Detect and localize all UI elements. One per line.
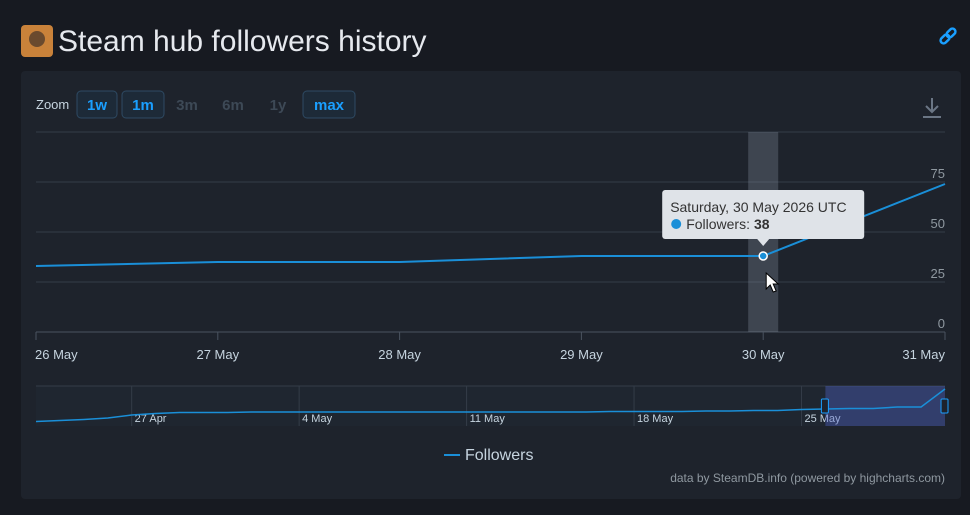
hover-point [758, 251, 768, 261]
zoom-button-label[interactable]: 1w [87, 97, 107, 114]
cursor [765, 271, 780, 293]
navigator-label: 18 May [637, 413, 674, 425]
zoom-button[interactable] [76, 90, 118, 119]
zoom-button-label[interactable]: 1y [270, 97, 287, 114]
navigator-label: 25 May [804, 413, 841, 425]
series-line [35, 183, 946, 267]
zoom-button[interactable] [302, 90, 356, 119]
x-tick-label: 30 May [742, 347, 785, 362]
zoom-label: Zoom [36, 97, 69, 112]
zoom-button[interactable] [121, 90, 165, 119]
tooltip-label: Followers: 38 [686, 216, 770, 232]
y-tick-label: 50 [931, 216, 945, 231]
download-icon[interactable] [923, 98, 941, 118]
tooltip-dot [671, 219, 682, 229]
navigator-selection [825, 386, 945, 426]
navigator-label: 4 May [302, 413, 332, 425]
navigator-line [35, 388, 946, 423]
tooltip-series: Followers: [686, 216, 750, 232]
navigator-bg [36, 386, 945, 426]
tooltip-box [662, 190, 865, 239]
app-icon-detail [29, 31, 45, 47]
x-tick-label: 29 May [560, 347, 603, 362]
y-tick-label: 25 [931, 266, 945, 281]
zoom-button-label[interactable]: 3m [176, 97, 198, 114]
y-tick-label: 75 [931, 166, 945, 181]
tooltip-pointer [757, 239, 770, 246]
x-tick-label: 27 May [196, 347, 239, 362]
link-icon[interactable] [939, 27, 957, 45]
tooltip-title: Saturday, 30 May 2026 UTC [670, 199, 846, 215]
legend-label[interactable]: Followers [465, 447, 533, 464]
navigator-handle [820, 398, 829, 414]
navigator-label: 11 May [470, 413, 506, 425]
zoom-button-label[interactable]: 6m [222, 97, 244, 114]
tooltip-value: 38 [754, 216, 770, 232]
zoom-button-label[interactable]: max [314, 97, 345, 114]
x-tick-label: 28 May [378, 347, 421, 362]
zoom-button-label[interactable]: 1m [132, 97, 154, 114]
page-title: Steam hub followers history [58, 25, 427, 58]
credit: data by SteamDB.info (powered by highcha… [670, 471, 945, 485]
x-tick-label: 26 May [35, 347, 78, 362]
navigator-label: 27 Apr [135, 413, 167, 425]
chart-panel [21, 71, 961, 499]
y-tick-label: 0 [938, 316, 945, 331]
x-tick-label: 31 May [902, 347, 945, 362]
navigator-handle [940, 398, 949, 414]
